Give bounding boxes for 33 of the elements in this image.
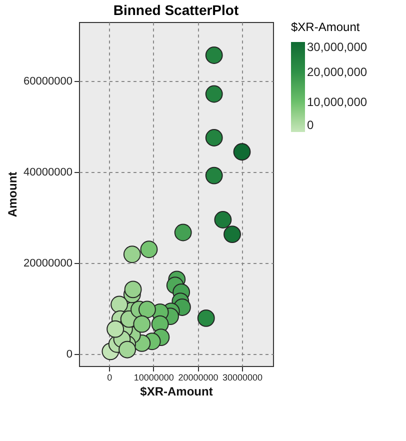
point	[133, 315, 151, 333]
point	[205, 85, 223, 103]
point	[197, 309, 215, 327]
point	[124, 280, 142, 298]
y-tick-label: 40000000	[24, 166, 72, 178]
x-tick-label: 30000000	[222, 372, 263, 382]
y-tick-label: 20000000	[24, 258, 72, 270]
point	[233, 143, 251, 161]
point	[106, 320, 124, 338]
point	[118, 340, 136, 358]
point	[140, 240, 158, 258]
point	[110, 296, 128, 314]
point	[205, 166, 223, 184]
chart-title: Binned ScatterPlot	[113, 2, 239, 18]
point	[123, 246, 141, 264]
color-bar-label: 20,000,000	[307, 65, 368, 79]
x-axis-title: $XR-Amount	[140, 384, 213, 398]
point	[205, 129, 223, 146]
y-axis-title: Amount	[6, 172, 20, 218]
x-tick-label: 20000000	[178, 372, 218, 382]
x-tick-label: 10000000	[134, 372, 174, 382]
x-tick-label: 0	[107, 372, 112, 382]
point	[138, 300, 156, 318]
color-bar-label: 10,000,000	[307, 95, 368, 109]
color-bar-label: 30,000,000	[307, 40, 368, 54]
color-bar-title: $XR-Amount	[291, 20, 360, 34]
point	[174, 224, 192, 242]
point	[205, 46, 223, 64]
point	[214, 211, 232, 228]
point	[224, 226, 241, 244]
y-tick-label: 0	[66, 348, 72, 361]
y-tick-label: 60000000	[24, 75, 72, 88]
color-bar-label: 0	[307, 118, 314, 132]
